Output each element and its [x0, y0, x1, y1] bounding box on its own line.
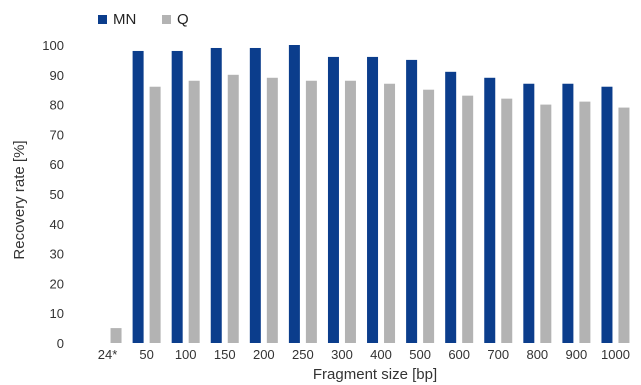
bar-q [266, 77, 278, 343]
bar-q [501, 98, 513, 343]
y-tick-label: 60 [50, 157, 64, 172]
x-tick-label: 200 [253, 347, 275, 362]
bar-q [618, 107, 630, 343]
y-tick-label: 10 [50, 306, 64, 321]
bar-mn [406, 59, 418, 344]
bar-q [579, 101, 591, 344]
y-tick-label: 80 [50, 98, 64, 113]
bar-mn [562, 83, 574, 344]
bar-q [384, 83, 396, 344]
x-tick-label: 900 [566, 347, 588, 362]
y-tick-label: 100 [42, 38, 64, 53]
bar-q [188, 80, 200, 343]
x-tick-label: 50 [139, 347, 153, 362]
x-tick-label: 100 [175, 347, 197, 362]
bar-mn [367, 56, 379, 344]
bar-mn [171, 50, 183, 344]
x-tick-label: 1000 [601, 347, 630, 362]
x-tick-label: 500 [409, 347, 431, 362]
legend-swatch-mn [98, 15, 107, 24]
y-tick-label: 50 [50, 187, 64, 202]
bars-layer [110, 45, 630, 344]
x-tick-label: 800 [526, 347, 548, 362]
y-tick-label: 40 [50, 217, 64, 232]
bar-q [305, 80, 317, 343]
bar-q [423, 89, 435, 343]
bar-mn [288, 45, 300, 343]
x-axis-label: Fragment size [bp] [313, 366, 437, 383]
bar-q [149, 86, 161, 343]
x-tick-label: 400 [370, 347, 392, 362]
y-tick-label: 70 [50, 127, 64, 142]
x-tick-label: 700 [487, 347, 509, 362]
bar-mn [484, 77, 496, 343]
bar-mn [523, 83, 535, 344]
legend-swatch-q [162, 15, 171, 24]
y-tick-label: 30 [50, 247, 64, 262]
bar-q [110, 328, 122, 343]
y-tick-label: 0 [57, 336, 64, 351]
x-tick-label: 24* [98, 347, 118, 362]
x-tick-label: 600 [448, 347, 470, 362]
bar-mn [210, 47, 222, 343]
y-tick-label: 20 [50, 276, 64, 291]
bar-mn [327, 56, 339, 344]
y-tick-labels: 0 10 20 30 40 50 60 70 80 90 100 [42, 38, 64, 351]
x-tick-labels: 24* 50 100 150 200 250 300 400 500 600 700 800 900 10… [98, 347, 630, 362]
bar-q [344, 80, 356, 343]
x-tick-label: 250 [292, 347, 314, 362]
legend-item-q: Q [162, 11, 189, 28]
x-tick-label: 150 [214, 347, 236, 362]
bar-q [227, 74, 239, 344]
bar-mn [601, 86, 613, 343]
y-tick-label: 90 [50, 68, 64, 83]
x-tick-label: 300 [331, 347, 353, 362]
legend-label-mn: MN [113, 11, 137, 28]
bar-mn [249, 47, 261, 343]
y-axis-label: Recovery rate [%] [11, 140, 28, 259]
bar-mn [132, 50, 144, 344]
legend-label-q: Q [177, 11, 189, 28]
bar-mn [445, 71, 457, 343]
bar-q [540, 104, 552, 343]
legend-item-mn: MN [98, 11, 136, 28]
bar-q [462, 95, 474, 343]
